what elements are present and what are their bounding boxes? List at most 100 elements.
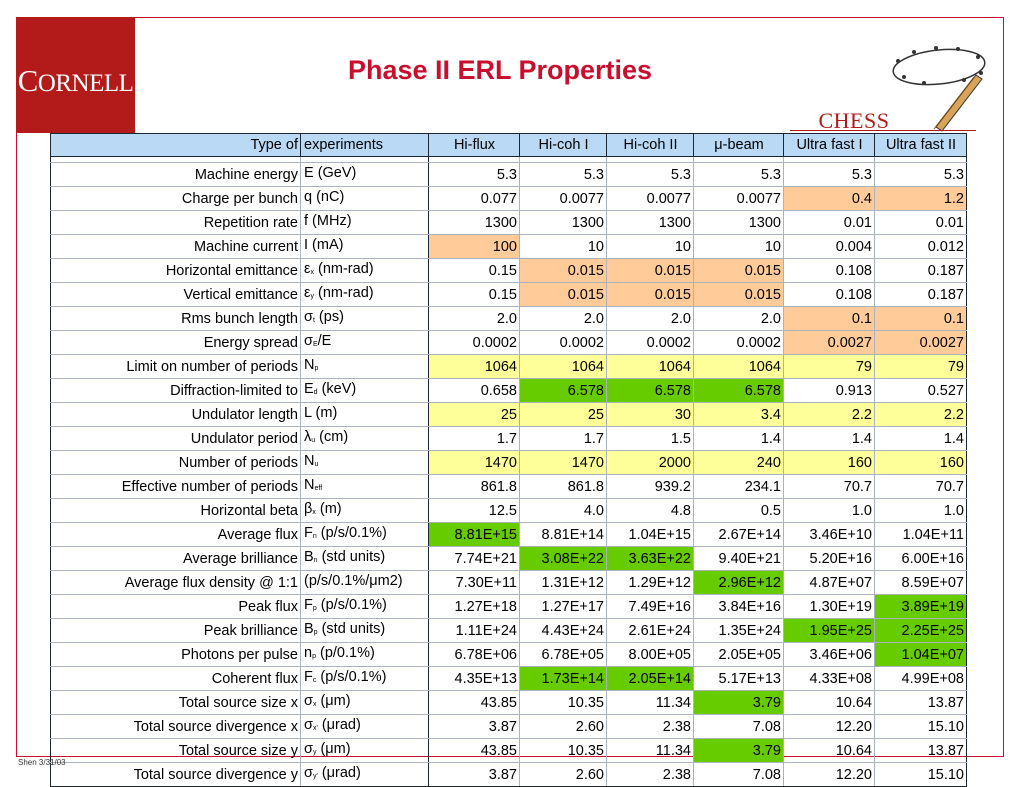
table-row: Peak flux Fp (p/s/0.1%) 1.27E+18 1.27E+17 7.…: [50, 594, 967, 619]
value-cell: 160: [874, 450, 967, 475]
row-symbol-unit: εy (nm-rad): [300, 282, 429, 307]
chess-logo-text: CHESS: [818, 108, 890, 133]
value-cell: 1.31E+12: [519, 570, 607, 595]
unit: (keV): [317, 381, 357, 397]
value-cell: 1.35E+24: [693, 618, 784, 643]
row-symbol-unit: q (nC): [300, 186, 429, 211]
table-row: Undulator length L (m) 25 25 30 3.4 2.2 2.2: [50, 402, 967, 427]
value-cell: 0.108: [783, 258, 875, 283]
value-cell: 8.59E+07: [874, 570, 967, 595]
value-cell: 10: [606, 234, 694, 259]
symbol: σ: [304, 765, 313, 781]
table-row: Peak brilliance Bp (std units) 1.11E+24 4.4…: [50, 618, 967, 643]
symbol-subscript: x: [310, 269, 314, 276]
value-cell: 0.0002: [428, 330, 520, 355]
value-cell: 12.5: [428, 498, 520, 523]
value-cell: 15.10: [874, 714, 967, 739]
row-symbol-unit: f (MHz): [300, 210, 429, 235]
value-cell: 0.015: [693, 258, 784, 283]
symbol-subscript: x: [312, 701, 317, 708]
table-row: Effective number of periods Neff 861.8 861.…: [50, 474, 967, 499]
value-cell: 3.46E+06: [783, 642, 875, 667]
table-row: Undulator period λu (cm) 1.7 1.7 1.5 1.4 1.4 1.…: [50, 426, 967, 451]
value-cell: 1.27E+17: [519, 594, 607, 619]
value-cell: 6.78E+06: [428, 642, 520, 667]
value-cell: 10.64: [783, 738, 875, 763]
symbol: σ: [304, 741, 313, 757]
symbol: σ: [304, 693, 313, 709]
unit: (nm-rad): [313, 261, 374, 277]
row-label: Number of periods: [50, 450, 301, 475]
slide-footnote: Shen 3/31/03: [18, 758, 66, 767]
table-row: Horizontal emittance εx (nm-rad) 0.15 0.015…: [50, 258, 967, 283]
value-cell: 2.0: [606, 306, 694, 331]
symbol-subscript: n: [313, 557, 318, 564]
row-label: Vertical emittance: [50, 282, 301, 307]
value-cell: 1.04E+07: [874, 642, 967, 667]
header-ultra-fast-2: Ultra fast II: [874, 133, 967, 157]
row-label: Repetition rate: [50, 210, 301, 235]
value-cell: 70.7: [783, 474, 875, 499]
row-symbol-unit: L (m): [300, 402, 429, 427]
row-label: Total source divergence y: [50, 762, 301, 787]
value-cell: 939.2: [606, 474, 694, 499]
value-cell: 861.8: [519, 474, 607, 499]
value-cell: 7.08: [693, 714, 784, 739]
value-cell: 1300: [519, 210, 607, 235]
slide-title: Phase II ERL Properties: [347, 55, 653, 85]
row-symbol-unit: σy' (μrad): [300, 762, 429, 787]
value-cell: 1064: [519, 354, 607, 379]
row-label: Horizontal emittance: [50, 258, 301, 283]
unit: /E: [317, 333, 332, 349]
cornell-logo: CORNELL: [16, 17, 135, 133]
value-cell: 2.05E+05: [693, 642, 784, 667]
value-cell: 6.578: [693, 378, 784, 403]
value-cell: 0.077: [428, 186, 520, 211]
symbol: N: [304, 477, 315, 493]
value-cell: 4.33E+08: [783, 666, 875, 691]
symbol: N: [304, 453, 315, 469]
row-symbol-unit: σt (ps): [300, 306, 429, 331]
row-label: Average flux density @ 1:1: [50, 570, 301, 595]
value-cell: 0.012: [874, 234, 967, 259]
row-symbol-unit: Np: [300, 354, 429, 379]
value-cell: 5.3: [606, 162, 694, 187]
row-label: Total source divergence x: [50, 714, 301, 739]
row-symbol-unit: λu (cm): [300, 426, 429, 451]
symbol-subscript: p: [313, 629, 318, 636]
value-cell: 0.015: [606, 282, 694, 307]
symbol-subscript: p: [314, 365, 319, 372]
row-label: Limit on number of periods: [50, 354, 301, 379]
table-row: Photons per pulse np (p/0.1%) 6.78E+06 6.78…: [50, 642, 967, 667]
symbol: σ: [304, 309, 313, 325]
value-cell: 0.0002: [519, 330, 607, 355]
unit: (nm-rad): [313, 285, 374, 301]
symbol: F: [304, 669, 313, 685]
header-mu-beam: μ-beam: [693, 133, 784, 157]
value-cell: 0.5: [693, 498, 784, 523]
row-label: Charge per bunch: [50, 186, 301, 211]
row-label: Total source size x: [50, 690, 301, 715]
header-type-of: Type of: [50, 133, 301, 157]
symbol: ε: [304, 285, 311, 301]
value-cell: 1.0: [783, 498, 875, 523]
symbol-subscript: y': [312, 773, 318, 780]
row-symbol-unit: np (p/0.1%): [300, 642, 429, 667]
table-body: Type of experiments Hi-flux Hi-coh I Hi-…: [50, 133, 967, 787]
value-cell: 861.8: [428, 474, 520, 499]
symbol-subscript: u: [314, 461, 319, 468]
value-cell: 0.15: [428, 258, 520, 283]
table-row: Machine energy E (GeV) 5.3 5.3 5.3 5.3 5.3 5.3: [50, 162, 967, 187]
value-cell: 2.25E+25: [874, 618, 967, 643]
value-cell: 5.3: [428, 162, 520, 187]
value-cell: 2.96E+12: [693, 570, 784, 595]
value-cell: 1.11E+24: [428, 618, 520, 643]
symbol-subscript: t: [312, 317, 315, 324]
value-cell: 5.3: [693, 162, 784, 187]
value-cell: 6.00E+16: [874, 546, 967, 571]
symbol: β: [304, 501, 313, 517]
value-cell: 3.87: [428, 714, 520, 739]
symbol: σ: [304, 717, 313, 733]
unit: (m): [315, 501, 342, 517]
value-cell: 5.3: [874, 162, 967, 187]
